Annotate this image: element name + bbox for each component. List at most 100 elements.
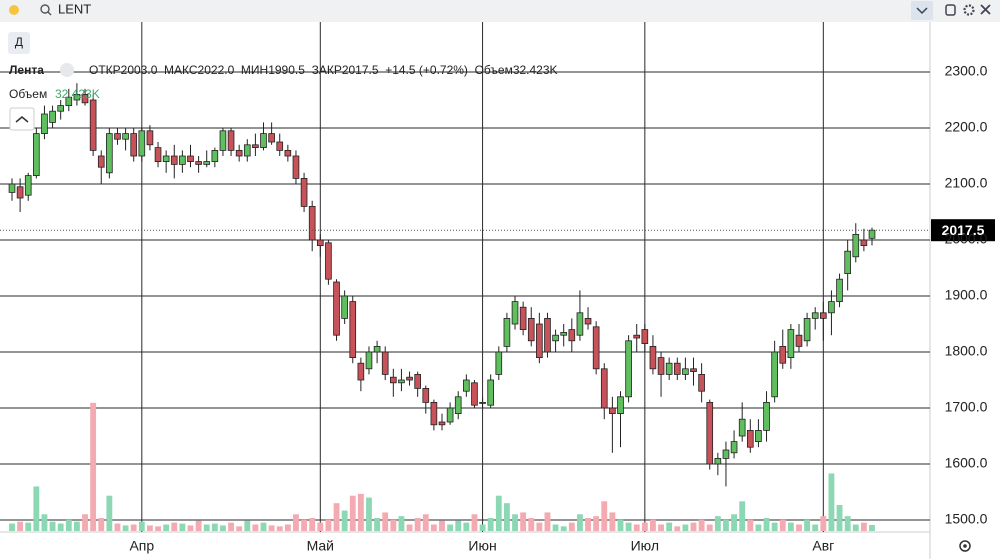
volume-bar <box>90 402 97 531</box>
volume-bar <box>593 516 600 531</box>
dropdown-button[interactable] <box>911 1 933 20</box>
candle-body <box>276 141 284 151</box>
candle-body <box>730 441 738 454</box>
volume-bar <box>41 514 48 531</box>
volume-bar <box>98 518 105 531</box>
volume-bar <box>357 493 364 531</box>
candle-body <box>714 457 722 465</box>
candle-body <box>479 401 486 404</box>
candle-body <box>787 329 795 359</box>
candle-body <box>81 94 89 104</box>
candle-body <box>446 407 454 423</box>
volume-bar <box>366 497 372 531</box>
volume-bar <box>714 516 721 531</box>
volume-bar <box>796 524 802 531</box>
volume-bar <box>65 519 72 531</box>
volume-bar <box>560 526 567 531</box>
search-icon[interactable] <box>40 4 50 14</box>
volume-bar <box>382 512 389 531</box>
volume-bar <box>479 524 486 531</box>
candle-body <box>568 329 576 342</box>
volume-bar <box>163 524 170 531</box>
volume-bar <box>463 522 470 531</box>
volume-bar <box>852 524 859 531</box>
candle-body <box>795 334 803 347</box>
volume-bar <box>512 514 518 531</box>
candle-body <box>649 345 657 370</box>
candle-body <box>252 144 259 149</box>
volume-bar <box>138 521 145 531</box>
volume-bar <box>698 519 705 531</box>
candle-body <box>106 133 113 174</box>
volume-bar <box>641 522 648 531</box>
last-price-tag <box>931 219 995 242</box>
candle-body <box>519 306 527 331</box>
volume-bar <box>33 486 40 531</box>
collapse-button[interactable] <box>9 107 35 131</box>
status-dot <box>9 5 19 15</box>
window-button[interactable] <box>945 4 956 16</box>
volume-bar <box>487 518 494 531</box>
candle-body <box>544 317 551 353</box>
candle-body <box>673 362 681 375</box>
volume-bar <box>252 524 259 531</box>
volume-name: Объем <box>9 87 47 101</box>
candles <box>8 83 876 487</box>
candle-body <box>381 351 389 375</box>
candle-body <box>576 312 584 336</box>
settings-icon-dot <box>963 544 967 548</box>
candle-body <box>195 161 202 165</box>
volume-bar <box>276 526 283 531</box>
y-tick-label: 1800.0 <box>945 343 988 359</box>
volume-bar <box>633 524 640 531</box>
x-tick-label: Авг <box>812 538 834 554</box>
candle-body <box>617 396 624 414</box>
volume-bar <box>57 523 64 531</box>
candle-body <box>268 133 275 143</box>
x-tick-label: Апр <box>129 538 154 554</box>
candle-body <box>414 373 421 389</box>
volume-bar <box>147 525 153 531</box>
volume-bar <box>674 526 681 531</box>
candle-body <box>844 250 851 274</box>
candle-body <box>114 133 121 140</box>
candle-body <box>341 295 348 319</box>
candle-body <box>463 379 470 392</box>
candle-body <box>146 130 154 146</box>
candle-body <box>373 345 381 353</box>
candle-body <box>430 401 438 426</box>
candle-body <box>552 334 559 342</box>
volume-bar <box>106 495 113 531</box>
close-button[interactable] <box>980 4 991 15</box>
volume-bar <box>552 524 559 531</box>
candle-body <box>536 323 543 358</box>
candle-body <box>349 301 357 359</box>
volume-bar <box>568 522 575 531</box>
candle-body <box>852 233 860 258</box>
y-tick-label: 1600.0 <box>945 455 988 471</box>
volume-bar <box>260 522 267 531</box>
x-tick-label: Июл <box>631 538 659 554</box>
search-icon-handle <box>47 11 52 16</box>
volume-bar <box>747 519 754 531</box>
volume-bar <box>520 512 527 531</box>
settings-icon[interactable] <box>959 540 971 552</box>
volume-bar <box>706 524 713 531</box>
volume-bar <box>439 520 445 531</box>
volume-bar <box>617 519 624 531</box>
candle-body <box>527 317 535 342</box>
settings-button[interactable] <box>963 4 975 16</box>
volume-bar <box>666 522 673 531</box>
candle-body <box>333 281 340 336</box>
candle-body <box>316 239 324 246</box>
candle-body <box>584 317 592 325</box>
interval-button[interactable] <box>8 32 30 54</box>
ohlc-legend: ОТКР2003.0 МАКС2022.0 МИН1990.5 ЗАКР2017… <box>89 63 558 77</box>
interval-label: Д <box>15 35 23 49</box>
candle-body <box>746 429 754 448</box>
series-toggle[interactable] <box>60 63 74 77</box>
volume-bar <box>779 519 786 531</box>
symbol-input[interactable]: LENT <box>58 1 91 16</box>
